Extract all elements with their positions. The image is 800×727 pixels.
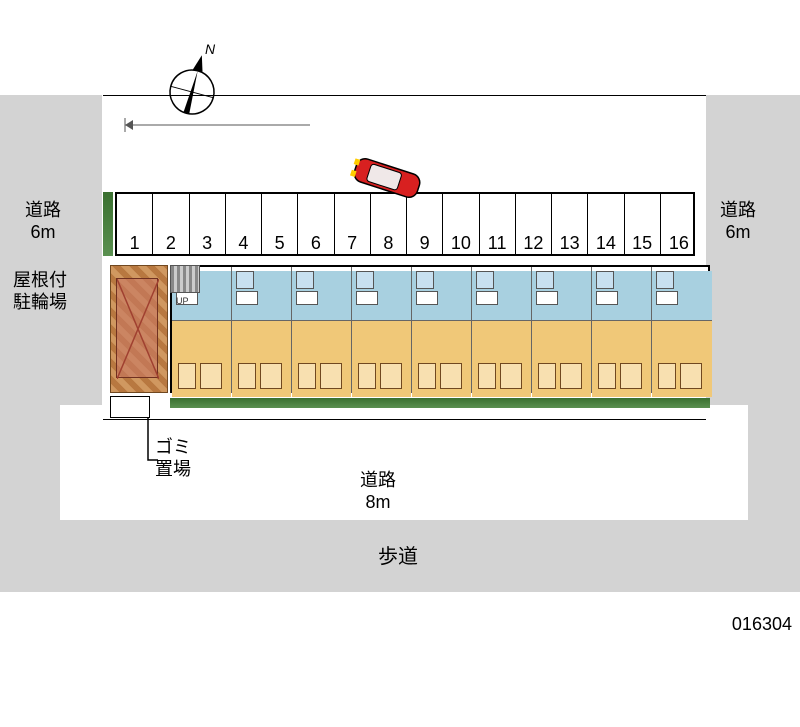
parking-slot: 14 bbox=[588, 194, 624, 256]
id-number: 016304 bbox=[732, 614, 792, 635]
road-right-width: 6m bbox=[725, 222, 750, 242]
car-icon bbox=[348, 156, 426, 200]
bike-roof bbox=[116, 278, 158, 378]
unit-living-area bbox=[532, 321, 591, 397]
road-bottom-label: 道路 8m bbox=[360, 470, 396, 513]
apartment-unit bbox=[232, 267, 292, 393]
road-left-text: 道路 bbox=[25, 200, 61, 220]
apartment-unit bbox=[592, 267, 652, 393]
apartment-unit bbox=[472, 267, 532, 393]
apartment-unit bbox=[532, 267, 592, 393]
parking-slot: 16 bbox=[661, 194, 697, 256]
unit-bath-area bbox=[652, 271, 712, 321]
road-right-text: 道路 bbox=[720, 200, 756, 220]
drive-arrow-icon bbox=[115, 115, 315, 135]
trash-area bbox=[110, 396, 150, 418]
unit-living-area bbox=[592, 321, 651, 397]
parking-slot: 1 bbox=[117, 194, 153, 256]
unit-bath-area bbox=[412, 271, 471, 321]
parking-slot: 3 bbox=[190, 194, 226, 256]
unit-living-area bbox=[472, 321, 531, 397]
road-left-vertical bbox=[0, 95, 102, 405]
sidewalk-label: 歩道 bbox=[378, 545, 418, 569]
road-left-width: 6m bbox=[30, 222, 55, 242]
trash-label: ゴミ 置場 bbox=[155, 437, 191, 480]
road-right-label: 道路 6m bbox=[720, 200, 756, 243]
apartment-building bbox=[170, 265, 710, 393]
parking-slot: 10 bbox=[443, 194, 479, 256]
unit-bath-area bbox=[292, 271, 351, 321]
apartment-unit bbox=[292, 267, 352, 393]
unit-living-area bbox=[352, 321, 411, 397]
parking-slot: 5 bbox=[262, 194, 298, 256]
apartment-unit bbox=[412, 267, 472, 393]
parking-slot: 6 bbox=[298, 194, 334, 256]
unit-bath-area bbox=[232, 271, 291, 321]
parking-slot: 2 bbox=[153, 194, 189, 256]
parking-slot: 4 bbox=[226, 194, 262, 256]
unit-living-area bbox=[172, 321, 231, 397]
unit-living-area bbox=[652, 321, 712, 397]
compass-n: N bbox=[205, 41, 216, 57]
apartment-unit bbox=[652, 267, 712, 393]
road-left-label: 道路 6m bbox=[25, 200, 61, 243]
unit-living-area bbox=[412, 321, 471, 397]
road-right-vertical bbox=[706, 95, 800, 405]
apartment-unit bbox=[352, 267, 412, 393]
stairs bbox=[170, 265, 200, 293]
parking-slot: 12 bbox=[516, 194, 552, 256]
unit-living-area bbox=[292, 321, 351, 397]
road-bottom-text: 道路 bbox=[360, 470, 396, 490]
parking-slot: 8 bbox=[371, 194, 407, 256]
parking-row: 12345678910111213141516 bbox=[115, 192, 695, 256]
unit-bath-area bbox=[352, 271, 411, 321]
hedge-front bbox=[170, 398, 710, 408]
parking-slot: 11 bbox=[480, 194, 516, 256]
parking-slot: 9 bbox=[407, 194, 443, 256]
parking-slot: 13 bbox=[552, 194, 588, 256]
unit-bath-area bbox=[472, 271, 531, 321]
unit-bath-area bbox=[592, 271, 651, 321]
unit-bath-area bbox=[532, 271, 591, 321]
bike-park-label: 屋根付 駐輪場 bbox=[13, 270, 67, 313]
road-left-notch bbox=[0, 405, 60, 520]
parking-slot: 15 bbox=[625, 194, 661, 256]
road-right-notch bbox=[748, 405, 800, 520]
road-bottom-width: 8m bbox=[365, 492, 390, 512]
unit-living-area bbox=[232, 321, 291, 397]
stairs-up-label: UP bbox=[176, 296, 189, 306]
hedge-left bbox=[103, 192, 113, 256]
parking-slot: 7 bbox=[335, 194, 371, 256]
